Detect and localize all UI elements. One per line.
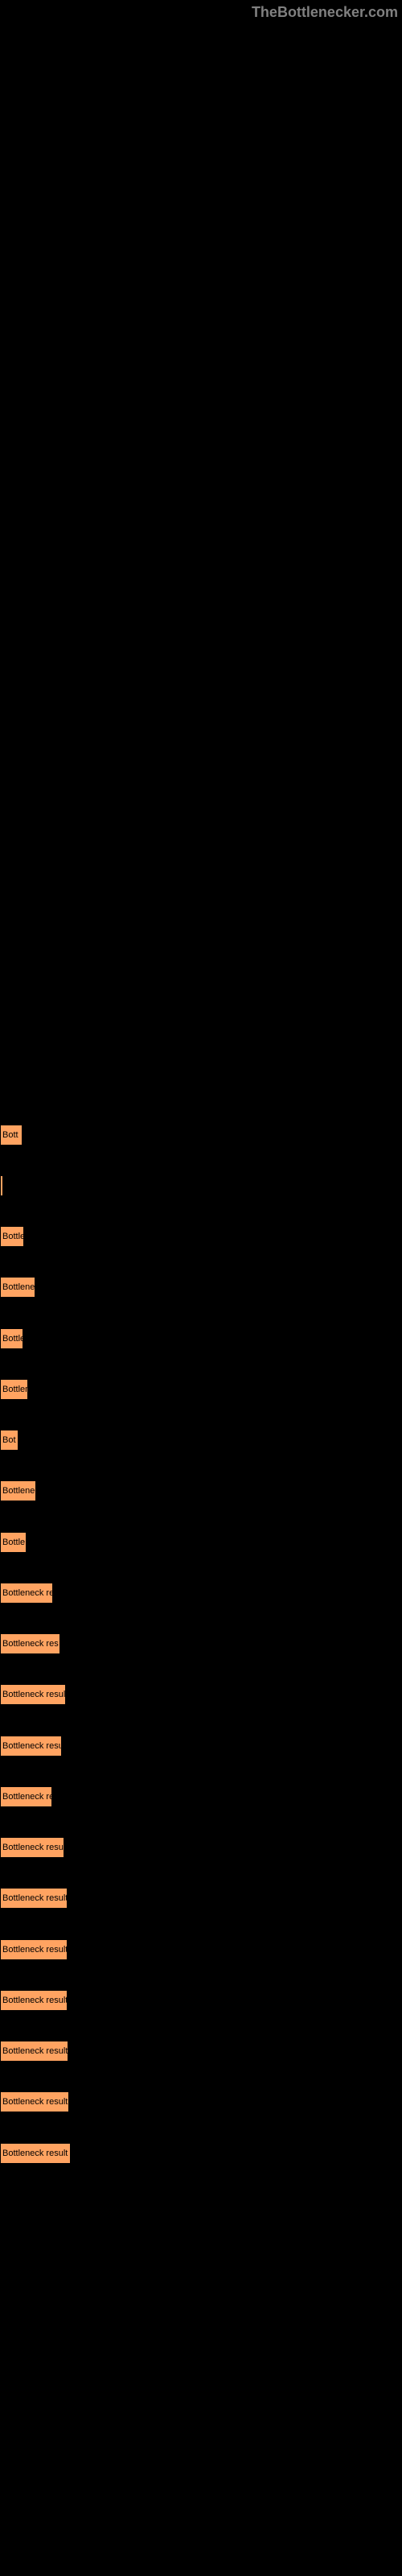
bottleneck-bar: Bottle	[0, 1328, 23, 1349]
bottleneck-bar: Bottleneck result	[0, 1837, 64, 1858]
bar-row: Bottle	[0, 1328, 23, 1349]
bar-row: Bottlenec	[0, 1480, 36, 1501]
bottleneck-bar: Bottlene	[0, 1277, 35, 1298]
bottleneck-bar: Bot	[0, 1430, 18, 1451]
bar-row: Bott	[0, 1125, 23, 1146]
bar-row	[0, 1175, 3, 1196]
bottleneck-bar: Bottle	[0, 1226, 24, 1247]
bottleneck-bar: Bottleneck result	[0, 2041, 68, 2062]
bottleneck-bar: Bottleneck result	[0, 1888, 68, 1909]
bottleneck-bar: Bott	[0, 1125, 23, 1146]
bar-row: Bottleneck re	[0, 1583, 53, 1604]
bottleneck-bar: Bottleneck re	[0, 1583, 53, 1604]
bar-row: Bottleneck result	[0, 1837, 64, 1858]
bar-row: Bottlen	[0, 1379, 28, 1400]
bottleneck-bar: Bottlenec	[0, 1480, 36, 1501]
bar-row: Bot	[0, 1430, 18, 1451]
bar-row: Bottleneck result	[0, 1939, 68, 1960]
bar-row: Bottleneck result	[0, 1684, 66, 1705]
bar-row: Bottleneck resu	[0, 1736, 62, 1757]
bottleneck-bar: Bottleneck result	[0, 1990, 68, 2011]
bottleneck-bar	[0, 1175, 3, 1196]
bottleneck-bar: Bottleneck res	[0, 1633, 60, 1654]
bar-row: Bottleneck res	[0, 1633, 60, 1654]
bottleneck-bar: Bottleneck result	[0, 1684, 66, 1705]
bar-row: Bottle	[0, 1226, 24, 1247]
watermark-text: TheBottlenecker.com	[252, 4, 398, 21]
bottleneck-bar: Bottle	[0, 1532, 27, 1553]
bar-row: Bottleneck result	[0, 2041, 68, 2062]
bar-row: Bottleneck re	[0, 1786, 52, 1807]
bottleneck-bar: Bottleneck re	[0, 1786, 52, 1807]
bottleneck-bar: Bottleneck result	[0, 1939, 68, 1960]
bar-row: Bottleneck result	[0, 1888, 68, 1909]
bar-row: Bottleneck result	[0, 2143, 71, 2164]
bottleneck-bar: Bottlen	[0, 1379, 28, 1400]
bar-row: Bottleneck result	[0, 1990, 68, 2011]
bottleneck-bar: Bottleneck result	[0, 2091, 69, 2112]
bar-row: Bottlene	[0, 1277, 35, 1298]
bottleneck-bar: Bottleneck result	[0, 2143, 71, 2164]
bottleneck-bar: Bottleneck resu	[0, 1736, 62, 1757]
bar-row: Bottleneck result	[0, 2091, 69, 2112]
bar-row: Bottle	[0, 1532, 27, 1553]
